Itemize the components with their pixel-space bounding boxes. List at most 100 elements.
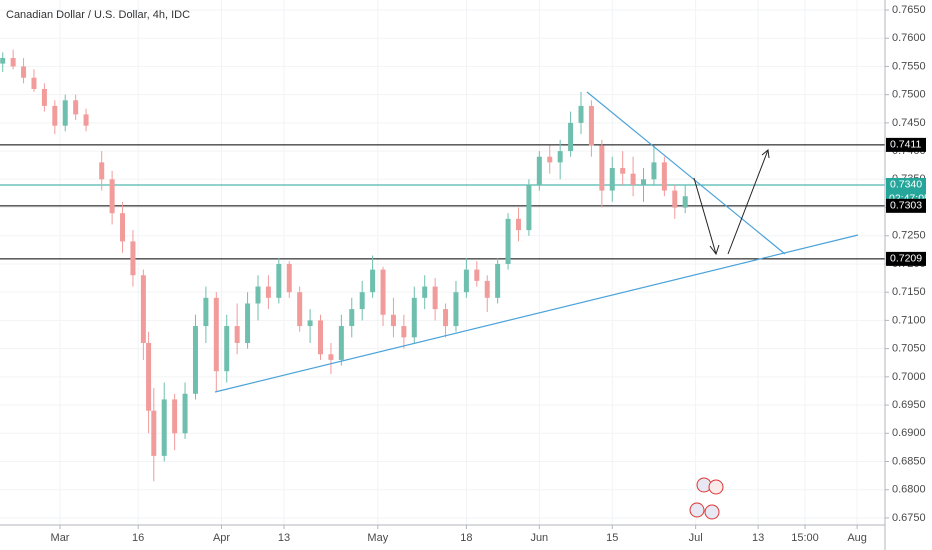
candle-body	[588, 105, 594, 146]
candle-body	[31, 77, 37, 90]
candle-body	[255, 286, 261, 304]
x-tick-label: Aug	[847, 532, 867, 544]
candle-body	[109, 179, 115, 214]
candle-body	[213, 297, 219, 372]
candle-body	[505, 218, 511, 264]
candle-body	[83, 114, 89, 126]
candle-body	[203, 297, 209, 327]
candle-body	[682, 196, 688, 208]
candle-body	[99, 162, 105, 180]
candle-body	[234, 326, 240, 343]
candle-body	[484, 280, 490, 298]
candle-body	[641, 179, 647, 185]
y-tick-label: 0.6900	[892, 427, 926, 439]
candle-body	[245, 303, 251, 343]
price-label-box	[886, 137, 926, 152]
arrow-down	[693, 177, 717, 255]
candle-body	[526, 184, 532, 231]
candle-body	[172, 399, 178, 434]
x-tick-label: 13	[278, 532, 290, 544]
x-tick-label: 16	[132, 532, 144, 544]
y-tick-label: 0.7500	[892, 89, 926, 101]
x-tick-label: 15	[606, 532, 618, 544]
candle-body	[318, 320, 324, 355]
candle-body	[21, 66, 27, 78]
candle-body	[73, 100, 79, 115]
candles	[0, 49, 688, 482]
event-icon	[689, 502, 705, 518]
candle-body	[62, 100, 68, 126]
candle-body	[328, 354, 334, 360]
candle-body	[463, 269, 469, 293]
candle-body	[161, 399, 167, 456]
y-tick-label: 0.6800	[892, 484, 926, 496]
candle-body	[192, 326, 198, 394]
candle-body	[422, 286, 428, 298]
arrow-head	[761, 149, 770, 159]
candle-body	[547, 156, 553, 163]
candle-body	[10, 57, 16, 67]
candle-body	[557, 151, 563, 163]
candle-body	[515, 218, 521, 231]
candle-body	[672, 190, 678, 208]
y-tick-label: 0.7600	[892, 32, 926, 44]
event-icons	[689, 477, 724, 520]
candle-body	[120, 213, 126, 242]
x-tick-label: Mar	[51, 532, 70, 544]
y-tick-label: 0.7650	[892, 4, 926, 16]
x-tick-label: Apr	[213, 532, 230, 544]
candle-body	[0, 57, 6, 64]
drawings	[214, 91, 859, 393]
candle-body	[359, 292, 365, 310]
candle-body	[620, 168, 626, 174]
arrow-head	[709, 244, 720, 256]
x-tick-label: May	[367, 532, 388, 544]
price-label-box	[886, 251, 926, 266]
x-tick-label: 18	[460, 532, 472, 544]
candle-body	[286, 263, 292, 293]
candle-body	[338, 326, 344, 360]
x-tick-label: 15:00	[791, 532, 819, 544]
candle-body	[224, 326, 230, 372]
y-tick-label: 0.7450	[892, 117, 926, 129]
candle-body	[536, 156, 542, 185]
y-tick-label: 0.6950	[892, 399, 926, 411]
grid	[0, 0, 885, 525]
candle-body	[474, 269, 480, 281]
y-tick-label: 0.7550	[892, 60, 926, 72]
candle-body	[130, 241, 136, 276]
candle-body	[146, 342, 152, 411]
price-label: 0.7303	[890, 200, 922, 212]
price-label: 0.7340	[890, 179, 922, 191]
candle-body	[52, 105, 58, 126]
y-tick-label: 0.7250	[892, 230, 926, 242]
price-label-box	[886, 198, 926, 213]
y-tick-label: 0.7050	[892, 343, 926, 355]
candle-body	[140, 275, 146, 343]
chart-title: Canadian Dollar / U.S. Dollar, 4h, IDC	[6, 9, 190, 21]
support-trendline	[214, 234, 859, 393]
y-tick-label: 0.7150	[892, 286, 926, 298]
arrow-up	[727, 149, 769, 255]
candle-body	[578, 105, 584, 123]
candle-body	[401, 326, 407, 338]
x-tick-label: Jul	[689, 532, 703, 544]
candle-body	[609, 168, 615, 191]
candle-body	[443, 309, 449, 327]
candle-body	[651, 162, 657, 180]
candle-body	[151, 410, 157, 456]
candle-body	[630, 173, 636, 185]
candle-body	[182, 393, 188, 434]
candle-body	[411, 297, 417, 338]
event-icon	[708, 479, 724, 495]
candle-body	[276, 263, 282, 298]
price-axis	[885, 0, 932, 550]
candle-body	[453, 292, 459, 327]
y-tick-label: 0.7100	[892, 314, 926, 326]
candle-body	[265, 286, 271, 298]
candle-body	[568, 122, 574, 152]
candle-body	[349, 309, 355, 327]
candle-body	[297, 292, 303, 327]
candle-body	[370, 269, 376, 293]
